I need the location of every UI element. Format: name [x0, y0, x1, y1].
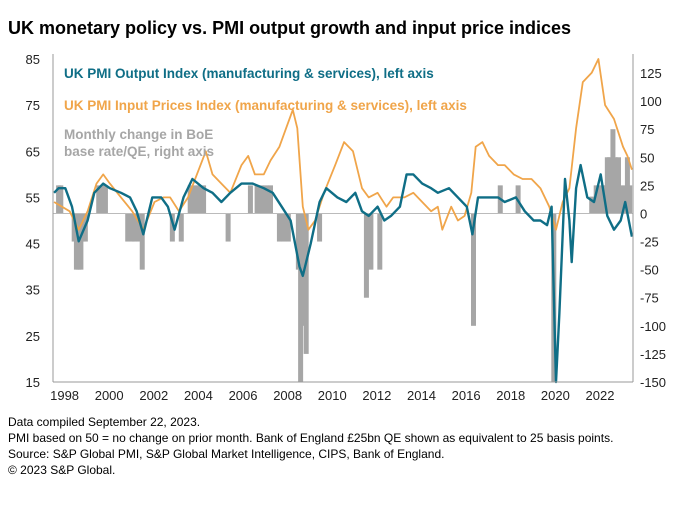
note-date: Data compiled September 22, 2023. — [8, 415, 201, 429]
chart-notes: Data compiled September 22, 2023. PMI ba… — [8, 414, 613, 478]
left-tick-label: 15 — [26, 375, 40, 390]
bar — [225, 213, 231, 242]
output-index-line — [53, 163, 634, 384]
bar — [201, 185, 207, 214]
bar — [102, 185, 108, 214]
bar — [125, 213, 131, 242]
right-tick-label: 125 — [640, 66, 662, 81]
legend-bars: Monthly change in BoE — [64, 127, 213, 142]
right-tick-label: -75 — [640, 291, 659, 306]
bar — [627, 185, 633, 214]
x-tick-label: 2016 — [452, 388, 481, 403]
legend-input: UK PMI Input Prices Index (manufacturing… — [64, 98, 467, 113]
bar — [96, 185, 102, 214]
left-tick-label: 75 — [26, 98, 40, 113]
x-tick-label: 2012 — [362, 388, 391, 403]
bar — [317, 213, 323, 242]
bar — [139, 213, 145, 270]
left-tick-label: 35 — [26, 283, 40, 298]
bar — [618, 185, 624, 214]
bar — [377, 213, 383, 270]
right-tick-label: -25 — [640, 235, 659, 250]
bar — [178, 213, 184, 242]
left-tick-label: 25 — [26, 329, 40, 344]
x-tick-label: 2000 — [95, 388, 124, 403]
bar — [303, 213, 309, 354]
note-source: Source: S&P Global PMI, S&P Global Marke… — [8, 447, 445, 461]
bar — [285, 213, 291, 242]
legend-bars-2: base rate/QE, right axis — [64, 144, 214, 159]
bar — [169, 213, 175, 242]
right-tick-label: -125 — [640, 347, 666, 362]
bar — [281, 213, 287, 242]
bar — [612, 157, 618, 214]
bar — [259, 185, 265, 214]
left-tick-label: 55 — [26, 190, 40, 205]
chart-title: UK monetary policy vs. PMI output growth… — [8, 18, 572, 38]
bar — [607, 157, 613, 214]
bar — [368, 213, 374, 270]
legend-output: UK PMI Output Index (manufacturing & ser… — [64, 66, 434, 81]
left-tick-label: 45 — [26, 237, 40, 252]
x-tick-label: 2008 — [273, 388, 302, 403]
bar — [300, 213, 306, 326]
note-method: PMI based on 50 = no change on prior mon… — [8, 431, 614, 445]
bar — [254, 185, 260, 214]
note-copyright: © 2023 S&P Global. — [8, 463, 116, 477]
x-tick-label: 2022 — [586, 388, 615, 403]
bar — [363, 213, 369, 298]
x-tick-label: 2006 — [229, 388, 258, 403]
right-tick-label: -150 — [640, 375, 666, 390]
bar — [192, 185, 198, 214]
bar — [196, 185, 202, 214]
right-tick-label: 0 — [640, 206, 647, 221]
x-tick-label: 2002 — [139, 388, 168, 403]
x-tick-label: 2018 — [496, 388, 525, 403]
bar — [187, 185, 193, 214]
bar — [268, 185, 273, 214]
bar — [247, 185, 253, 214]
bar — [471, 213, 476, 326]
right-tick-label: 25 — [640, 178, 654, 193]
right-tick-label: -100 — [640, 319, 666, 334]
right-tick-label: 100 — [640, 94, 662, 109]
bar — [263, 185, 269, 214]
x-tick-label: 2004 — [184, 388, 213, 403]
bar — [136, 213, 142, 242]
x-tick-label: 1998 — [50, 388, 79, 403]
right-tick-label: 75 — [640, 122, 654, 137]
bar — [58, 185, 64, 214]
right-tick-label: -50 — [640, 263, 659, 278]
right-tick-label: 50 — [640, 150, 654, 165]
bar — [595, 185, 601, 214]
bar — [276, 213, 282, 242]
x-tick-label: 2020 — [541, 388, 570, 403]
x-tick-label: 2010 — [318, 388, 347, 403]
bar — [589, 196, 595, 214]
x-tick-label: 2014 — [407, 388, 436, 403]
bar — [131, 213, 137, 242]
left-tick-label: 85 — [26, 52, 40, 67]
left-tick-label: 65 — [26, 144, 40, 159]
